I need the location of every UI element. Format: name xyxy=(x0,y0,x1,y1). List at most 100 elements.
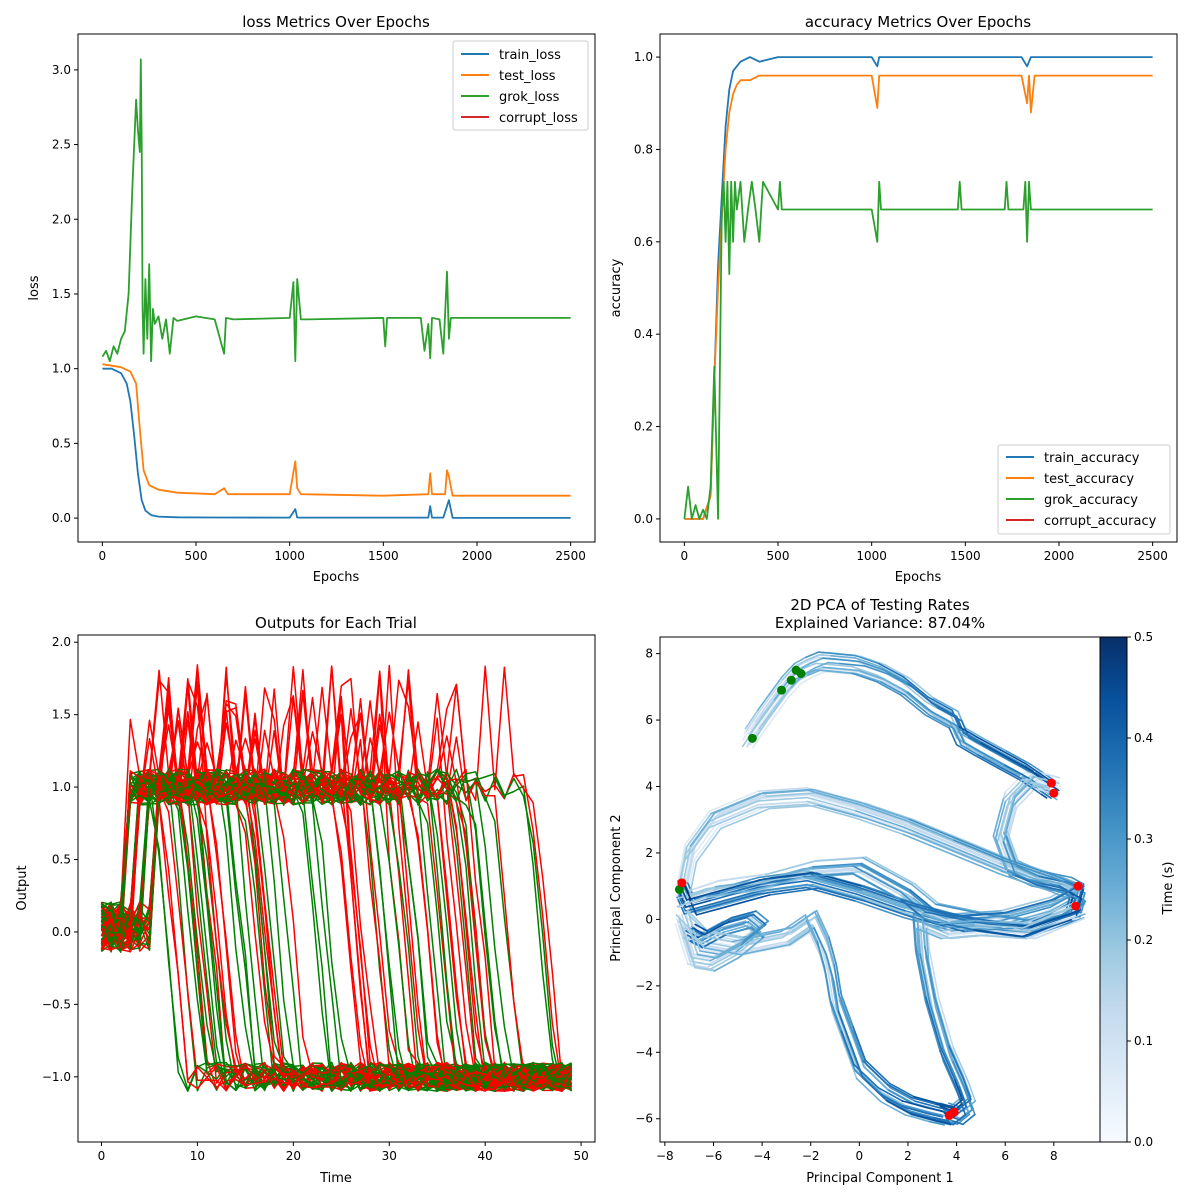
accuracy-x-tick-label: 2500 xyxy=(1137,549,1168,563)
pca-trajectory-segment xyxy=(913,1095,940,1105)
loss-x-tick-label: 1000 xyxy=(274,549,305,563)
pca-trajectory-segment xyxy=(914,834,965,856)
pca-trajectory-segment xyxy=(687,909,709,932)
pca-trajectory-segment xyxy=(880,1091,908,1107)
pca-trajectory-segment xyxy=(976,934,1027,940)
pca-y-tick-label: −6 xyxy=(635,1112,653,1126)
pca-trajectory-segment xyxy=(875,680,902,696)
pca-trajectory-segment xyxy=(899,891,926,913)
accuracy-x-tick-label: 1500 xyxy=(950,549,981,563)
pca-trajectory-segment xyxy=(725,926,752,936)
pca-trajectory-segment xyxy=(756,803,807,809)
pca-trajectory-segment xyxy=(1031,909,1082,928)
pca-x-tick-label: 0 xyxy=(856,1149,864,1163)
pca-trajectory-segment xyxy=(1016,865,1041,878)
pca-trajectory-segment xyxy=(958,726,978,738)
pca-trajectory-segment xyxy=(902,1104,929,1113)
pca-trajectory-segment xyxy=(810,868,862,874)
pca-trajectory-segment xyxy=(707,806,759,829)
pca-trajectory-segment xyxy=(828,997,843,1033)
pca-trajectory-segment xyxy=(748,715,763,736)
pca-trajectory-segment xyxy=(965,745,985,758)
outputs-y-tick-label: −0.5 xyxy=(42,997,71,1011)
pca-trajectory-segment xyxy=(929,1002,946,1055)
pca-trajectory-segment xyxy=(952,1047,969,1082)
pca-trajectory-segment xyxy=(835,962,842,995)
pca-trajectory-segment xyxy=(688,926,703,936)
pca-trajectory-segment xyxy=(1043,775,1051,781)
colorbar-tick-label: 0.2 xyxy=(1134,933,1153,947)
pca-trajectory-segment xyxy=(754,704,769,723)
pca-trajectory-segment xyxy=(1070,876,1085,885)
pca-trajectory-segment xyxy=(805,875,856,891)
pca-trajectory-segment xyxy=(924,713,951,729)
pca-trajectory-segment xyxy=(690,956,712,962)
loss-chart-frame xyxy=(77,33,596,543)
pca-trajectory-segment xyxy=(865,900,917,920)
pca-trajectory-segment xyxy=(863,898,915,918)
loss-y-tick-label: 1.0 xyxy=(52,362,71,376)
pca-trajectory-segment xyxy=(1053,786,1060,792)
pca-trajectory-segment xyxy=(748,913,763,926)
pca-trajectory-segment xyxy=(927,1112,944,1118)
pca-trajectory-segment xyxy=(826,670,853,675)
pca-x-tick-label: 6 xyxy=(1001,1149,1009,1163)
pca-trajectory-segment xyxy=(722,924,749,934)
pca-trajectory-segment xyxy=(758,710,773,730)
pca-trajectory-segment xyxy=(880,681,907,697)
pca-trajectory-segment xyxy=(813,910,828,940)
pca-trajectory-segment xyxy=(844,1035,859,1071)
outputs-y-tick-label: 1.5 xyxy=(52,708,71,722)
pca-trajectory-segment xyxy=(716,795,767,817)
loss-y-tick-label: 0.5 xyxy=(52,436,71,450)
accuracy-x-tick-label: 0 xyxy=(681,549,689,563)
loss-y-tick-label: 0.0 xyxy=(52,511,71,525)
pca-trajectory-segment xyxy=(717,805,769,828)
pca-trajectory-segment xyxy=(695,827,722,863)
pca-trajectory-segment xyxy=(853,816,905,836)
pca-trajectory-segment xyxy=(812,800,863,816)
pca-trajectory-segment xyxy=(840,1030,855,1066)
pca-trajectory-segment xyxy=(983,929,1034,935)
pca-end-point xyxy=(1046,778,1056,788)
pca-trajectory-segment xyxy=(812,862,863,868)
pca-trajectory-segment xyxy=(815,909,830,939)
accuracy-y-tick-label: 0.2 xyxy=(634,420,653,434)
pca-trajectory-segment xyxy=(743,930,795,943)
pca-trajectory-segment xyxy=(1003,831,1017,867)
pca-x-tick-label: −8 xyxy=(656,1149,674,1163)
loss-chart-title: loss Metrics Over Epochs xyxy=(242,13,430,31)
pca-trajectory-segment xyxy=(997,767,1024,783)
pca-trajectory-segment xyxy=(859,863,910,892)
outputs-y-axis-label: Output xyxy=(15,865,30,910)
pca-trajectory-segment xyxy=(680,913,695,956)
pca-trajectory-segment xyxy=(924,996,942,1048)
pca-trajectory-segment xyxy=(708,950,735,966)
pca-trajectory-segment xyxy=(822,667,837,671)
pca-trajectory-segment xyxy=(803,873,855,879)
outputs-y-tick-label: 1.0 xyxy=(52,780,71,794)
pca-trajectory-segment xyxy=(833,963,840,996)
pca-trajectory-segment xyxy=(1015,786,1037,809)
outputs-y-tick-label: 0.5 xyxy=(52,853,71,867)
pca-trajectory-segment xyxy=(709,886,760,902)
pca-trajectory-segment xyxy=(931,711,958,727)
pca-trajectory-segment xyxy=(1000,751,1027,767)
pca-trajectory-segment xyxy=(804,914,819,943)
pca-trajectory-segment xyxy=(714,878,765,894)
pca-trajectory-segment xyxy=(776,695,791,714)
pca-trajectory-segment xyxy=(684,848,694,887)
colorbar-tick-label: 0.5 xyxy=(1134,630,1153,644)
pca-trajectory-segment xyxy=(937,919,976,925)
pca-trajectory-segment xyxy=(1000,906,1052,922)
pca-trajectory-segment xyxy=(955,715,965,734)
accuracy-legend: train_accuracy test_accuracy grok_accuracy… xyxy=(997,444,1171,535)
pca-trajectory-segment xyxy=(1011,864,1036,877)
pca-trajectory-segment xyxy=(957,842,1009,865)
pca-trajectory-segment xyxy=(685,812,712,848)
pca-trajectory-segment xyxy=(706,916,733,932)
pca-trajectory-segment xyxy=(941,926,980,932)
pca-y-tick-label: −2 xyxy=(635,979,653,993)
pca-trajectory-segment xyxy=(815,870,866,876)
pca-trajectory-segment xyxy=(687,910,701,952)
